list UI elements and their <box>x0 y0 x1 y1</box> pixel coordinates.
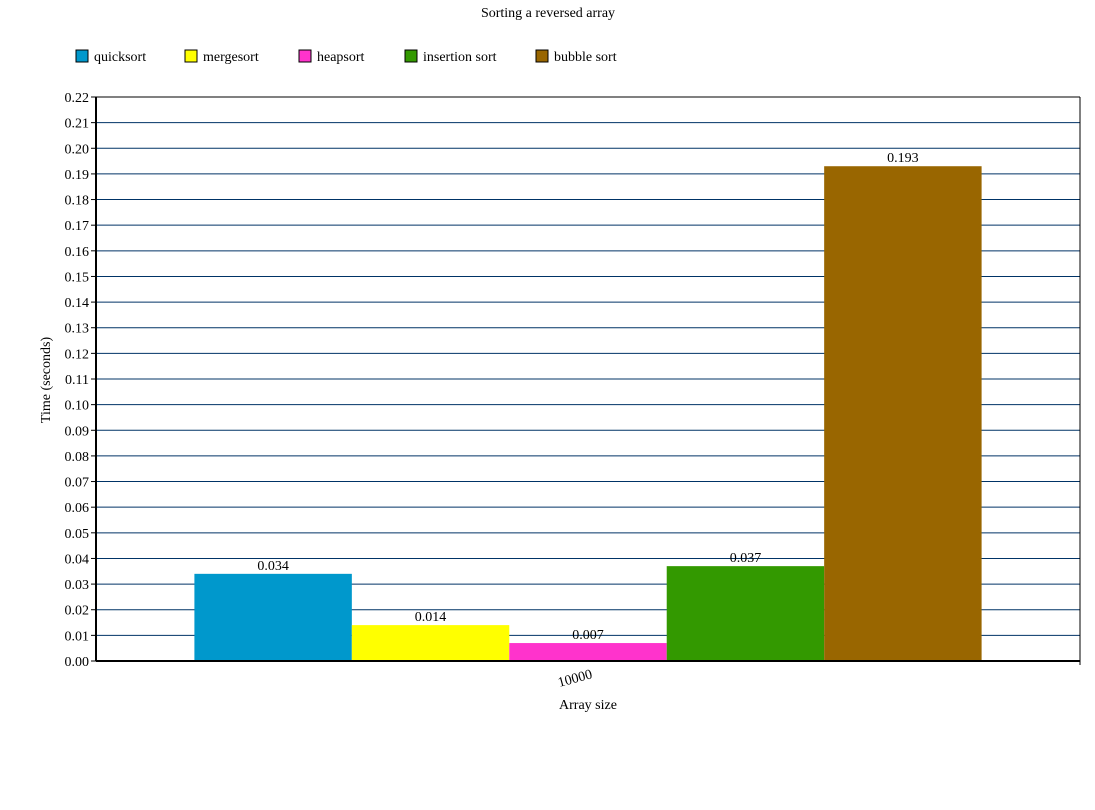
chart-title: Sorting a reversed array <box>481 6 615 21</box>
x-tick-label: 10000 <box>556 667 594 691</box>
y-axis-label: Time (seconds) <box>39 337 54 424</box>
bar-2 <box>509 643 667 661</box>
y-tick-label: 0.12 <box>65 347 90 362</box>
y-tick-label: 0.17 <box>65 219 90 234</box>
y-tick-label: 0.10 <box>65 399 90 414</box>
y-tick-label: 0.13 <box>65 322 90 337</box>
legend-swatch-0 <box>75 49 89 63</box>
y-tick-label: 0.00 <box>65 655 90 670</box>
y-tick-label: 0.20 <box>65 142 90 157</box>
x-axis-ticks: 10000 <box>556 667 594 691</box>
y-tick-label: 0.19 <box>65 168 90 183</box>
y-tick-label: 0.01 <box>65 629 90 644</box>
y-tick-label: 0.02 <box>65 604 90 619</box>
legend-label-3: insertion sort <box>423 50 497 65</box>
y-tick-label: 0.08 <box>65 450 90 465</box>
y-tick-label: 0.03 <box>65 578 90 593</box>
legend-swatch-2 <box>298 49 312 63</box>
y-tick-label: 0.16 <box>65 245 90 260</box>
legend: quicksort mergesort heapsort insertion sort… <box>75 49 617 65</box>
y-tick-label: 0.15 <box>65 270 90 285</box>
axes <box>95 96 1081 665</box>
legend-label-1: mergesort <box>203 50 259 65</box>
y-tick-label: 0.18 <box>65 194 90 209</box>
bar-0 <box>194 573 352 661</box>
legend-label-0: quicksort <box>94 50 146 65</box>
x-axis-label: Array size <box>559 698 617 713</box>
y-tick-label: 0.21 <box>65 117 90 132</box>
legend-swatch-3 <box>404 49 418 63</box>
bar-value-label-0: 0.034 <box>257 559 289 574</box>
y-tick-label: 0.05 <box>65 527 90 542</box>
bar-4 <box>824 166 982 661</box>
legend-label-4: bubble sort <box>554 50 617 65</box>
legend-swatch-4 <box>535 49 549 63</box>
bar-1 <box>351 625 510 661</box>
y-tick-label: 0.06 <box>65 501 90 516</box>
bar-3 <box>666 566 825 661</box>
bar-value-label-3: 0.037 <box>730 551 762 566</box>
y-tick-label: 0.04 <box>65 552 90 567</box>
y-tick-label: 0.22 <box>65 91 90 106</box>
y-axis-ticks: 0.00 0.01 0.02 0.03 0.04 0.05 0.06 0.07 0.08 0.09… <box>65 91 96 670</box>
y-tick-label: 0.14 <box>65 296 90 311</box>
bar-value-label-4: 0.193 <box>887 151 919 166</box>
y-tick-label: 0.09 <box>65 424 90 439</box>
y-tick-label: 0.07 <box>65 476 90 491</box>
bar-value-label-1: 0.014 <box>415 610 447 625</box>
bar-value-label-2: 0.007 <box>572 628 604 643</box>
legend-label-2: heapsort <box>317 50 365 65</box>
bars: 0.034 0.014 0.007 0.037 0.193 <box>194 151 982 661</box>
y-tick-label: 0.11 <box>65 373 89 388</box>
legend-swatch-1 <box>184 49 198 63</box>
